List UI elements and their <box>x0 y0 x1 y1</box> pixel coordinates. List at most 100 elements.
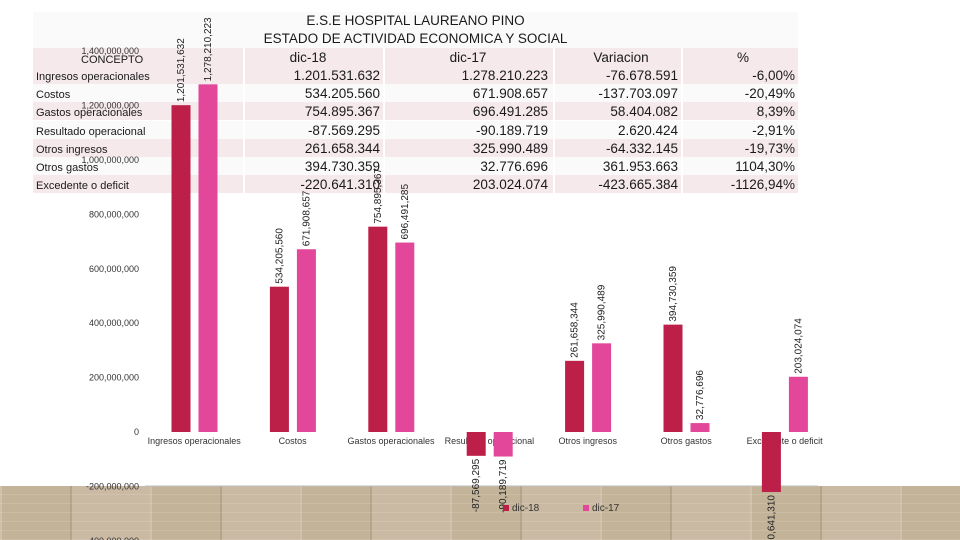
row-dic-17: 325.990.489 <box>472 140 548 156</box>
row-concepto: Otros ingresos <box>36 143 108 156</box>
table-row-background <box>33 120 798 139</box>
x-category-label: Resultado operacional <box>445 436 535 446</box>
table-row-background <box>33 102 798 121</box>
column-separator <box>553 48 555 202</box>
y-tick-label: 400,000,000 <box>89 318 139 328</box>
header-dic-17: dic-17 <box>449 50 487 65</box>
table-row-background <box>33 84 798 103</box>
header-variacion: Variacion <box>593 50 649 65</box>
row-pct: 8,39% <box>756 104 795 120</box>
table-row-background <box>33 66 798 84</box>
row-pct: -2,91% <box>752 122 795 138</box>
table-row-background <box>33 48 798 66</box>
table-row-background <box>33 30 798 48</box>
row-dic-18: 261.658.344 <box>304 140 380 156</box>
row-pct: -20,49% <box>744 86 795 102</box>
row-dic-17: -90.189.719 <box>475 122 548 138</box>
data-label-dic-17: 203,024,074 <box>793 318 804 374</box>
y-tick-label: 1,200,000,000 <box>81 101 139 111</box>
bar-dic-18 <box>761 432 781 493</box>
bar-dic-18 <box>565 360 585 432</box>
table-row-background <box>33 12 798 30</box>
row-dic-18: -220.641.310 <box>300 177 380 193</box>
header-pct: % <box>736 50 749 65</box>
y-tick-label: -200,000,000 <box>86 481 139 491</box>
row-variacion: -64.332.145 <box>605 140 678 156</box>
bar-dic-17 <box>690 423 710 432</box>
data-label-dic-17: -90,189,719 <box>498 459 509 513</box>
column-separator <box>243 48 245 202</box>
data-label-dic-18: -220,641,310 <box>766 495 777 540</box>
table-row-background <box>33 138 798 157</box>
row-concepto: Costos <box>36 89 71 102</box>
legend-label-dic-17: dic-17 <box>592 503 620 514</box>
row-pct: 1104,30% <box>735 159 795 174</box>
row-variacion: -137.703.097 <box>598 86 678 102</box>
bar-dic-17 <box>198 84 218 433</box>
table-row-background <box>33 175 798 194</box>
row-variacion: 361.953.663 <box>602 159 678 174</box>
x-category-label: Otros ingresos <box>559 436 618 446</box>
table-row-background <box>33 157 798 175</box>
row-concepto: Gastos operacionales <box>36 107 143 120</box>
row-concepto: Excedente o deficit <box>36 180 129 193</box>
bar-dic-17 <box>493 432 513 457</box>
bar-dic-18 <box>368 226 388 432</box>
x-category-label: Ingresos operacionales <box>148 436 242 446</box>
row-dic-17: 203.024.074 <box>472 177 548 193</box>
row-dic-18: 394.730.359 <box>304 159 380 174</box>
bar-dic-18 <box>269 286 289 432</box>
bar-dic-17 <box>788 376 808 432</box>
row-variacion: 58.404.082 <box>610 104 678 120</box>
row-dic-17: 696.491.285 <box>472 104 548 120</box>
row-pct: -19,73% <box>744 140 795 156</box>
data-label-dic-18: 1,201,531,632 <box>176 38 187 102</box>
table-title-line-2: ESTADO DE ACTIVIDAD ECONOMICA Y SOCIAL <box>263 31 568 46</box>
row-dic-17: 32.776.696 <box>480 159 548 174</box>
activity-statement-table: E.S.E HOSPITAL LAUREANO PINO ESTADO DE AC… <box>33 12 798 202</box>
row-concepto: Resultado operacional <box>36 125 146 138</box>
column-separator <box>681 48 683 202</box>
y-tick-label: 200,000,000 <box>89 373 139 383</box>
x-category-label: Gastos operacionales <box>347 436 435 446</box>
data-label-dic-18: 261,658,344 <box>570 302 581 358</box>
row-dic-17: 1.278.210.223 <box>461 68 548 83</box>
data-label-dic-17: 325,990,489 <box>597 284 608 340</box>
bar-dic-18 <box>466 432 486 456</box>
bar-dic-18 <box>663 324 683 432</box>
column-separator <box>383 48 385 202</box>
data-label-dic-18: 534,205,560 <box>274 228 285 284</box>
row-dic-18: 1.201.531.632 <box>293 68 380 83</box>
y-tick-label: -400,000,000 <box>86 536 139 540</box>
legend-swatch-dic-17 <box>583 505 589 511</box>
data-label-dic-17: 1,278,210,223 <box>203 17 214 81</box>
row-concepto: Otros gastos <box>36 162 99 174</box>
row-pct: -1126,94% <box>730 177 795 193</box>
data-label-dic-17: 671,908,657 <box>301 190 312 246</box>
data-label-dic-18: 394,730,359 <box>668 266 679 322</box>
data-label-dic-17: 32,776,696 <box>695 370 706 420</box>
legend-swatch-dic-18 <box>503 505 509 511</box>
y-tick-label: 1,000,000,000 <box>81 155 139 165</box>
y-tick-label: 1,400,000,000 <box>81 46 139 56</box>
y-tick-label: 0 <box>134 427 139 437</box>
table-title-line-1: E.S.E HOSPITAL LAUREANO PINO <box>306 13 525 28</box>
bar-dic-17 <box>592 343 612 432</box>
data-label-dic-18: 754,895,367 <box>373 168 384 224</box>
bar-dic-18 <box>171 105 191 432</box>
wood-floor-background <box>0 486 960 540</box>
row-dic-17: 671.908.657 <box>472 86 548 102</box>
x-category-label: Costos <box>279 436 308 446</box>
row-variacion: 2.620.424 <box>617 122 678 138</box>
y-tick-label: 800,000,000 <box>89 209 139 219</box>
header-dic-18: dic-18 <box>289 50 327 65</box>
row-variacion: -76.678.591 <box>605 68 678 83</box>
legend-label-dic-18: dic-18 <box>512 503 540 514</box>
x-category-label: Otros gastos <box>661 436 713 446</box>
row-dic-18: 754.895.367 <box>304 104 380 120</box>
row-variacion: -423.665.384 <box>598 177 678 193</box>
bar-dic-17 <box>296 249 316 432</box>
y-tick-label: 600,000,000 <box>89 264 139 274</box>
row-pct: -6,00% <box>752 68 795 83</box>
